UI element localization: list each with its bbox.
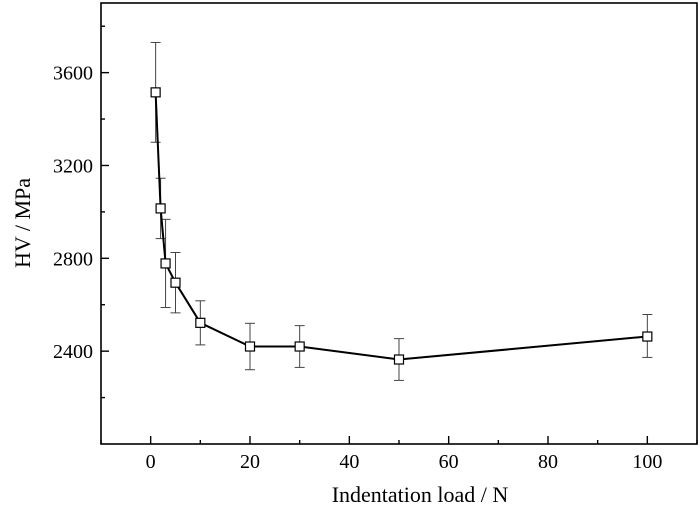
data-point xyxy=(150,87,161,98)
y-axis-title: HV / MPa xyxy=(10,178,35,268)
error-bars xyxy=(150,41,653,381)
y-tick-label: 2400 xyxy=(53,341,93,363)
y-tick-label: 2800 xyxy=(53,248,93,270)
data-point xyxy=(170,277,181,288)
x-tick-label: 20 xyxy=(240,451,260,473)
x-tick-label: 80 xyxy=(538,451,558,473)
data-point xyxy=(393,354,405,365)
data-point xyxy=(160,258,171,269)
data-point xyxy=(244,341,256,352)
y-tick-label: 3200 xyxy=(53,155,93,177)
x-tick-label: 60 xyxy=(439,451,459,473)
data-markers xyxy=(150,87,653,365)
data-point xyxy=(155,203,166,214)
data-point xyxy=(642,331,653,342)
axis-ticks: 0 20 40 60 80 100 2400 2800 3200 3600 xyxy=(53,25,698,473)
data-point xyxy=(294,341,305,352)
x-tick-label: 40 xyxy=(339,451,359,473)
x-tick-label: 100 xyxy=(632,451,662,473)
x-axis-title: Indentation load / N xyxy=(332,482,509,507)
data-point xyxy=(195,317,206,328)
y-tick-label: 3600 xyxy=(53,63,93,85)
series-line xyxy=(154,92,648,361)
x-tick-label: 0 xyxy=(146,451,156,473)
